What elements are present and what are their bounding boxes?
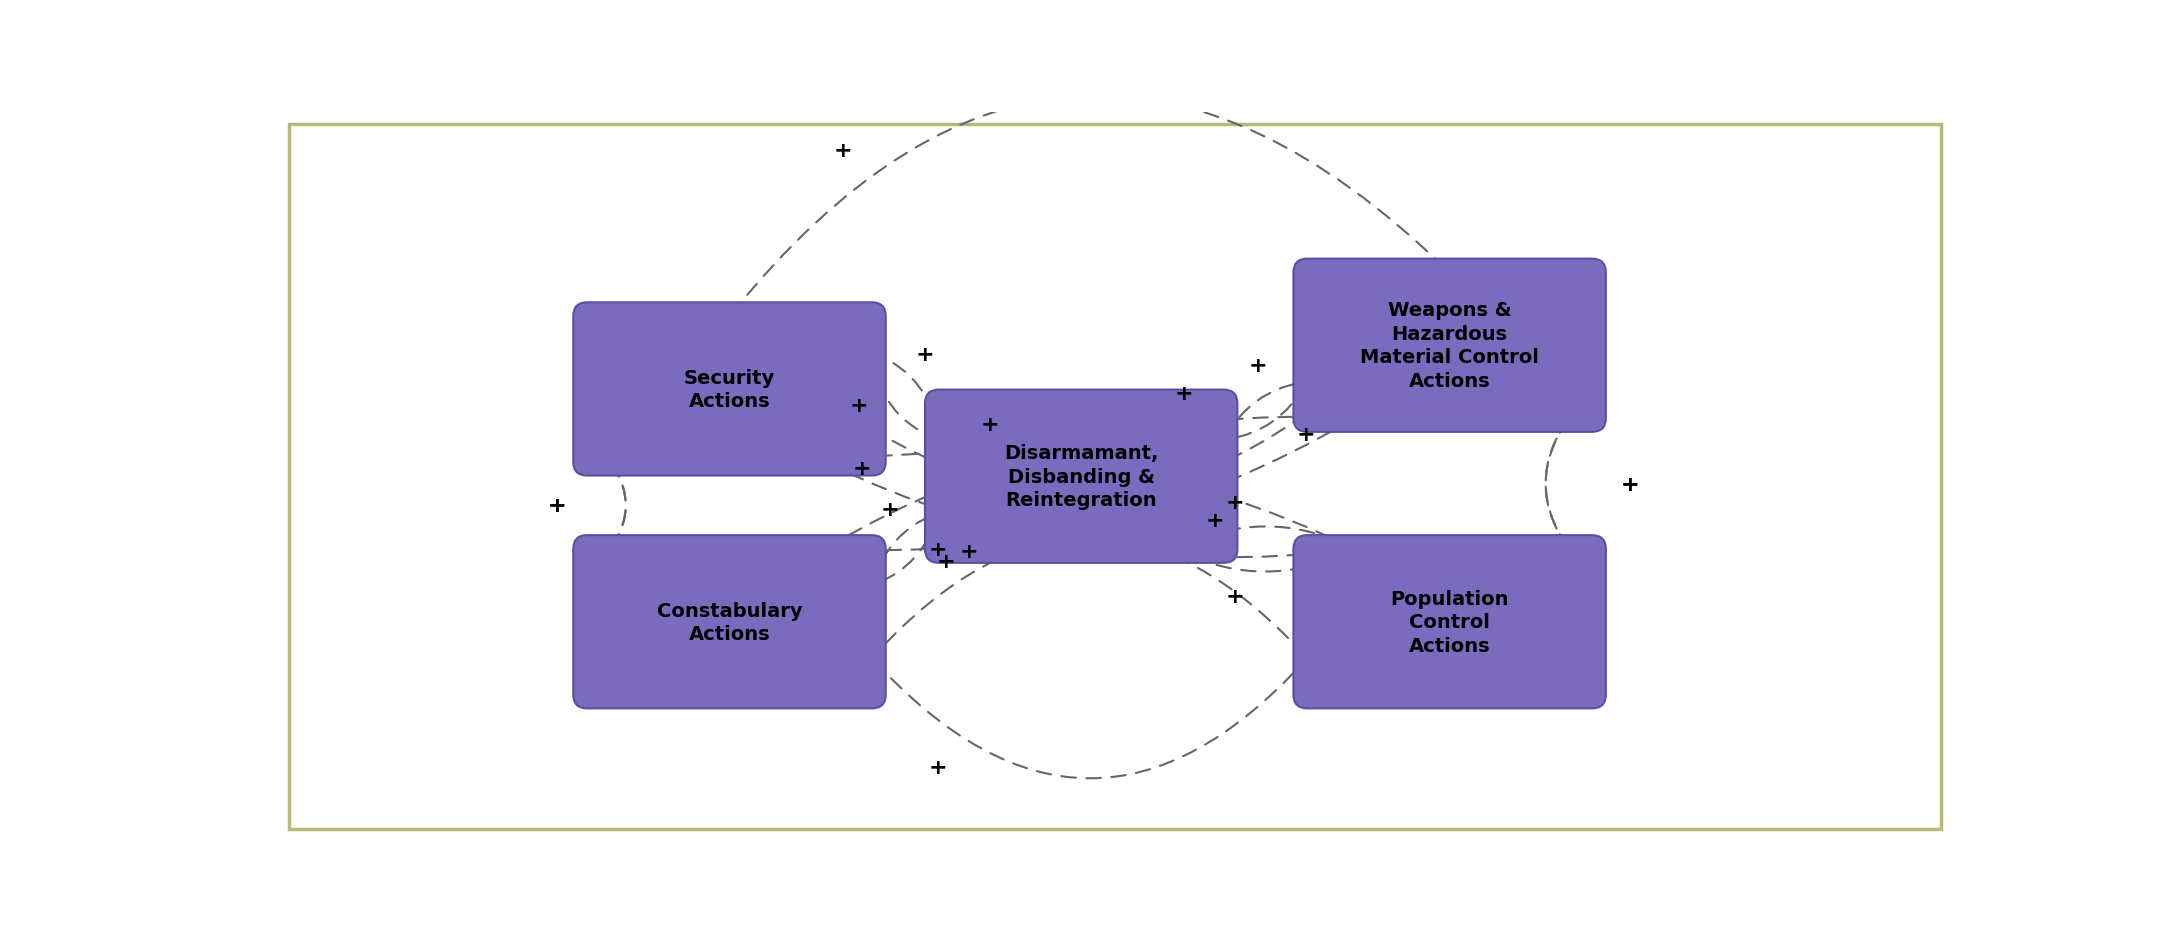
FancyArrowPatch shape [1179,527,1351,548]
Text: +: + [1248,356,1268,376]
FancyBboxPatch shape [1294,260,1605,432]
Text: +: + [1174,384,1192,404]
FancyArrowPatch shape [731,96,1446,314]
FancyArrowPatch shape [733,276,1449,494]
FancyArrowPatch shape [874,661,1303,779]
FancyArrowPatch shape [611,466,626,548]
Text: +: + [937,551,955,571]
FancyArrowPatch shape [1546,421,1568,546]
FancyArrowPatch shape [872,356,933,439]
Text: +: + [853,458,872,478]
Text: Constabulary
Actions: Constabulary Actions [657,601,803,643]
FancyArrowPatch shape [877,355,937,438]
FancyArrowPatch shape [1229,384,1305,442]
FancyBboxPatch shape [289,125,1940,829]
Text: +: + [548,496,566,515]
Text: +: + [981,414,1001,434]
FancyArrowPatch shape [611,464,626,546]
FancyArrowPatch shape [826,414,1351,548]
FancyArrowPatch shape [826,464,1351,558]
FancyBboxPatch shape [924,390,1238,564]
Text: Disarmamant,
Disbanding &
Reintegration: Disarmamant, Disbanding & Reintegration [1005,444,1159,510]
Text: +: + [833,141,853,160]
FancyArrowPatch shape [874,538,1305,656]
Text: +: + [929,757,946,777]
Text: +: + [1225,586,1244,606]
Text: +: + [850,396,868,415]
Text: Population
Control
Actions: Population Control Actions [1390,589,1509,655]
FancyBboxPatch shape [1294,535,1605,709]
Text: +: + [1620,474,1640,494]
FancyArrowPatch shape [1546,423,1568,548]
Text: +: + [959,541,979,562]
Text: Weapons &
Hazardous
Material Control
Actions: Weapons & Hazardous Material Control Act… [1359,301,1540,391]
Text: +: + [929,540,946,560]
FancyBboxPatch shape [574,535,885,709]
Text: +: + [881,500,900,520]
FancyArrowPatch shape [829,420,1353,554]
FancyBboxPatch shape [574,303,885,476]
FancyArrowPatch shape [1181,550,1353,572]
FancyArrowPatch shape [829,454,1353,548]
Text: +: + [1225,493,1244,513]
FancyArrowPatch shape [1225,380,1303,438]
Text: +: + [1620,474,1640,494]
Text: +: + [1296,425,1316,445]
FancyArrowPatch shape [877,515,937,584]
Text: Security
Actions: Security Actions [683,368,774,411]
Text: +: + [1205,510,1225,530]
Text: +: + [548,496,566,515]
Text: +: + [916,345,935,364]
FancyArrowPatch shape [872,514,933,583]
